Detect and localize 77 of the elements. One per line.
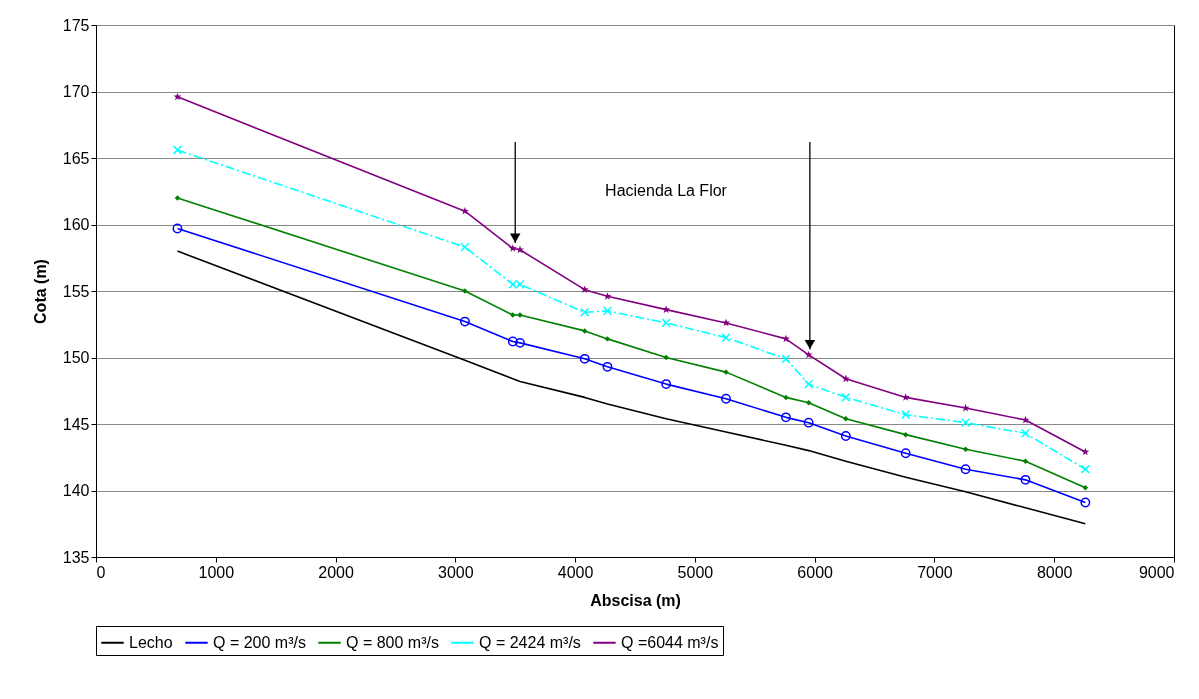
point (1082, 485, 1089, 491)
y-axis-title: Cota (m) (31, 259, 49, 324)
y-tick-label: 140 (62, 482, 90, 499)
point (804, 350, 813, 359)
point (783, 394, 789, 401)
point (1080, 464, 1090, 474)
point (460, 242, 470, 252)
point (661, 318, 671, 328)
x-tick-label: 5000 (677, 563, 714, 581)
line-series (176, 250, 1087, 525)
x-tick-label: 6000 (797, 563, 834, 581)
x-tick-label: 4000 (557, 563, 594, 581)
point (960, 464, 971, 475)
point (962, 446, 969, 453)
x-tick-label: 1000 (198, 563, 235, 581)
point (174, 195, 181, 201)
point (803, 417, 814, 428)
x-tick-label: 7000 (917, 563, 953, 581)
point (460, 207, 469, 215)
point (663, 354, 669, 361)
point (902, 431, 909, 438)
point (516, 245, 524, 254)
point (805, 399, 812, 406)
legend-label: Q = 200 m³/s (213, 633, 306, 651)
point (515, 337, 525, 348)
point (508, 244, 517, 252)
point (804, 379, 814, 389)
y-tick-label: 150 (62, 349, 90, 366)
y-tick-label: 170 (62, 83, 90, 100)
point (780, 412, 791, 423)
point (721, 393, 731, 404)
point (661, 379, 672, 390)
y-tick-label: 160 (62, 216, 90, 233)
point (841, 392, 851, 403)
point (900, 448, 911, 459)
point (841, 374, 850, 383)
point (602, 306, 613, 316)
point (840, 431, 851, 441)
point (1020, 428, 1031, 438)
point (1020, 474, 1031, 485)
x-tick-label: 8000 (1036, 563, 1073, 581)
legend-label: Q =6044 m³/s (621, 633, 719, 651)
point (459, 316, 470, 327)
y-tick-label: 145 (62, 415, 90, 433)
point (604, 336, 611, 342)
point (580, 307, 590, 317)
y-tick-label: 135 (62, 548, 90, 566)
y-tick-label: 155 (62, 282, 90, 300)
point (781, 354, 791, 364)
legend-label: Q = 2424 m³/s (479, 633, 581, 651)
x-tick-label: 3000 (438, 563, 474, 581)
x-tick-label: 0 (96, 563, 106, 581)
y-tick-label: 175 (62, 16, 90, 34)
point (581, 328, 588, 334)
point (1080, 497, 1091, 508)
point (172, 145, 183, 155)
point (602, 361, 613, 372)
x-axis-title: Abscisa (m) (590, 591, 681, 609)
point (721, 332, 731, 343)
point (173, 92, 182, 101)
x-tick-label: 2000 (318, 563, 354, 581)
point (580, 285, 589, 294)
point (172, 223, 183, 234)
point (722, 318, 731, 327)
legend-label: Lecho (129, 633, 173, 651)
y-tick-label: 165 (62, 149, 90, 167)
x-tick-label: 9000 (1138, 563, 1175, 581)
point (781, 334, 790, 343)
point (1022, 458, 1029, 464)
point (579, 353, 590, 364)
point (960, 418, 971, 428)
point (843, 415, 849, 422)
annotation: Hacienda La Flor (605, 182, 728, 199)
point (662, 305, 671, 314)
point (507, 336, 518, 347)
point (901, 410, 911, 420)
legend-label: Q = 800 m³/s (346, 633, 439, 651)
